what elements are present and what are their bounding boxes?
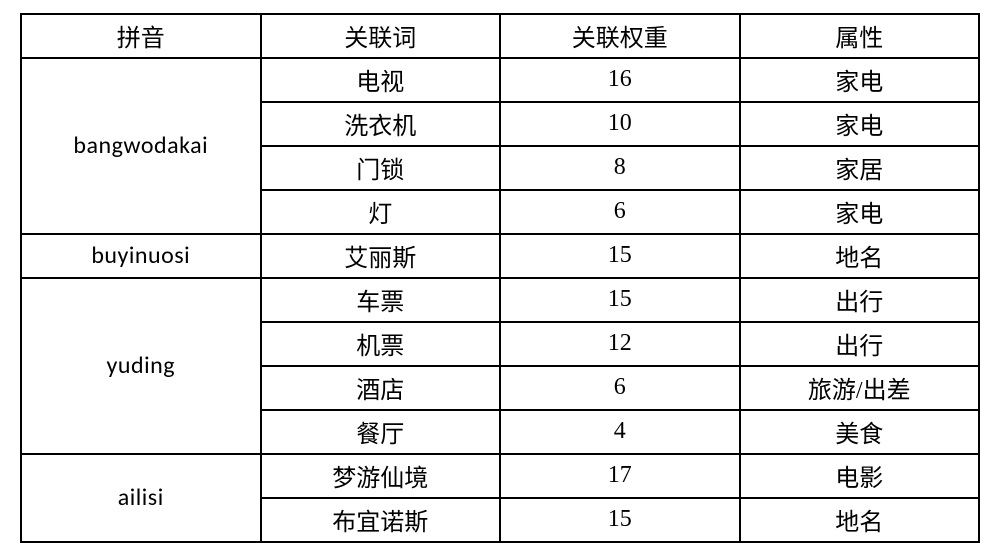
related-word-cell: 洗衣机 [261, 102, 501, 146]
table-row: ailisi 梦游仙境 17 电影 [21, 454, 979, 498]
attribute-cell: 电影 [740, 454, 980, 498]
related-word-cell: 电视 [261, 58, 501, 102]
weight-cell: 10 [500, 102, 740, 146]
weight-cell: 17 [500, 454, 740, 498]
related-word-cell: 车票 [261, 278, 501, 322]
attribute-cell: 地名 [740, 234, 980, 278]
attribute-cell: 家电 [740, 190, 980, 234]
pinyin-cell: bangwodakai [21, 58, 261, 234]
header-attribute: 属性 [740, 14, 980, 58]
attribute-cell: 出行 [740, 278, 980, 322]
table-row: bangwodakai 电视 16 家电 [21, 58, 979, 102]
header-row: 拼音 关联词 关联权重 属性 [21, 14, 979, 58]
related-word-cell: 酒店 [261, 366, 501, 410]
related-word-cell: 机票 [261, 322, 501, 366]
attribute-cell: 地名 [740, 498, 980, 542]
table-row: buyinuosi 艾丽斯 15 地名 [21, 234, 979, 278]
related-word-cell: 餐厅 [261, 410, 501, 454]
header-weight: 关联权重 [500, 14, 740, 58]
related-word-cell: 梦游仙境 [261, 454, 501, 498]
header-related-word: 关联词 [261, 14, 501, 58]
attribute-cell: 出行 [740, 322, 980, 366]
attribute-cell: 家居 [740, 146, 980, 190]
related-word-cell: 布宜诺斯 [261, 498, 501, 542]
weight-cell: 15 [500, 234, 740, 278]
weight-cell: 6 [500, 190, 740, 234]
pinyin-cell: yuding [21, 278, 261, 454]
related-word-cell: 灯 [261, 190, 501, 234]
attribute-cell: 旅游/出差 [740, 366, 980, 410]
weight-cell: 8 [500, 146, 740, 190]
attribute-cell: 美食 [740, 410, 980, 454]
table-container: 拼音 关联词 关联权重 属性 bangwodakai 电视 16 家电 洗衣机 … [20, 13, 980, 543]
weight-cell: 6 [500, 366, 740, 410]
attribute-cell: 家电 [740, 58, 980, 102]
weight-cell: 12 [500, 322, 740, 366]
pinyin-cell: buyinuosi [21, 234, 261, 278]
weight-cell: 15 [500, 498, 740, 542]
header-pinyin: 拼音 [21, 14, 261, 58]
weight-cell: 16 [500, 58, 740, 102]
pinyin-cell: ailisi [21, 454, 261, 542]
related-word-cell: 艾丽斯 [261, 234, 501, 278]
attribute-cell: 家电 [740, 102, 980, 146]
weight-cell: 15 [500, 278, 740, 322]
related-word-cell: 门锁 [261, 146, 501, 190]
weight-cell: 4 [500, 410, 740, 454]
association-table: 拼音 关联词 关联权重 属性 bangwodakai 电视 16 家电 洗衣机 … [20, 13, 980, 543]
table-row: yuding 车票 15 出行 [21, 278, 979, 322]
